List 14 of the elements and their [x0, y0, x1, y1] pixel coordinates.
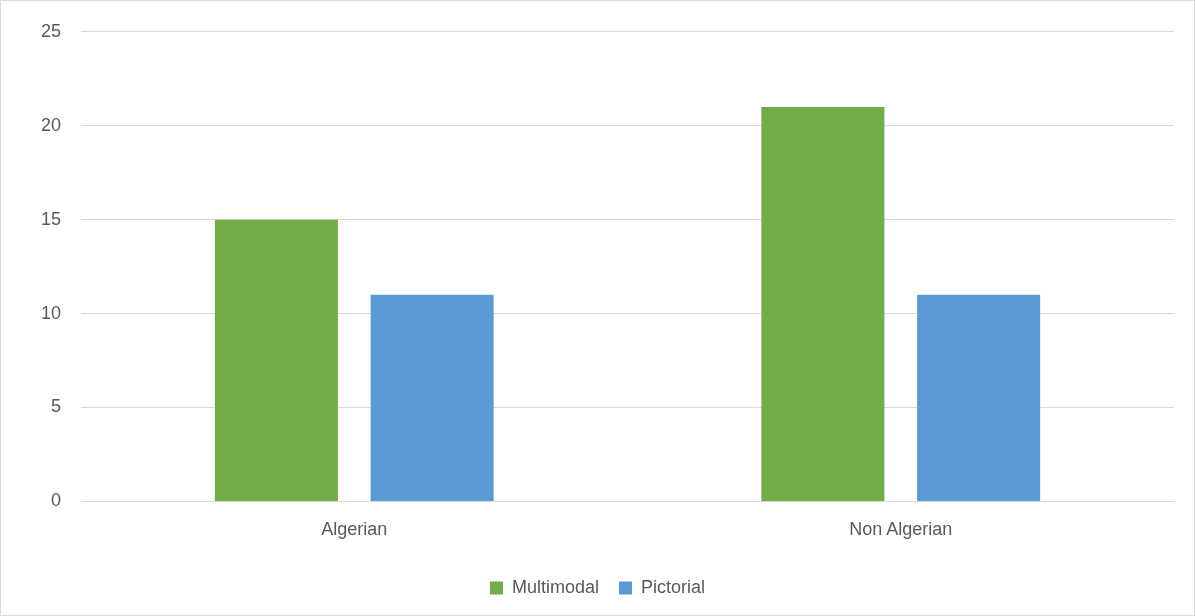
x-tick-label: Non Algerian — [849, 519, 953, 540]
bar — [370, 294, 494, 501]
legend-label: Multimodal — [511, 576, 600, 597]
y-tick-label: 20 — [40, 114, 62, 135]
y-tick-label: 5 — [51, 396, 62, 417]
y-tick-label: 10 — [40, 302, 62, 323]
bar — [761, 106, 885, 501]
y-tick-label: 15 — [40, 208, 62, 229]
bar — [214, 219, 338, 501]
legend-label: Pictorial — [641, 576, 706, 597]
y-tick-label: 0 — [51, 490, 62, 511]
bar — [917, 294, 1041, 501]
x-tick-label: Algerian — [321, 519, 388, 540]
y-tick-label: 25 — [40, 20, 62, 41]
